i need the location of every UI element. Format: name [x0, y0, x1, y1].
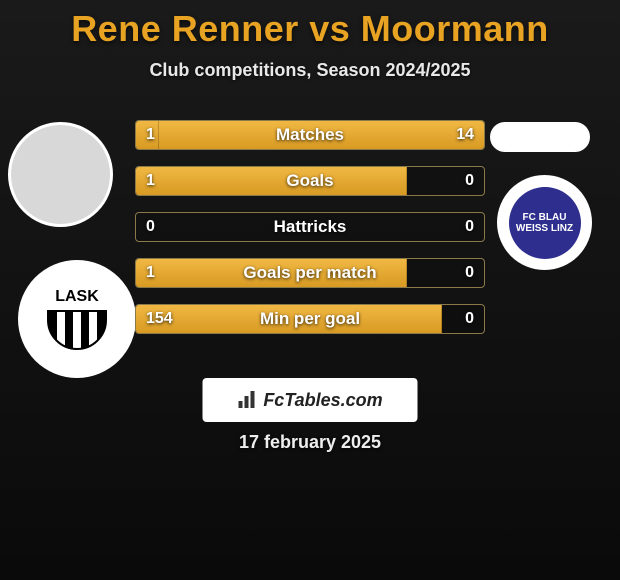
- club-right-label: FC BLAU WEISS LINZ: [509, 212, 581, 234]
- club-left-label: LASK: [55, 288, 99, 306]
- player-left-avatar: [8, 122, 113, 227]
- date-text: 17 february 2025: [0, 432, 620, 453]
- page-title: Rene Renner vs Moormann: [0, 0, 620, 50]
- subtitle: Club competitions, Season 2024/2025: [0, 60, 620, 81]
- player-right-avatar: [490, 122, 590, 152]
- stat-bar-left: [136, 259, 407, 287]
- brand-text: FcTables.com: [263, 390, 382, 411]
- stat-row: Goals per match10: [135, 258, 485, 288]
- club-badge-left: LASK: [18, 260, 136, 378]
- stats-container: Matches114 Goals10 Hattricks00 Goals per ma…: [135, 120, 485, 350]
- stat-bar-gap: [407, 259, 484, 287]
- club-badge-right: FC BLAU WEISS LINZ: [497, 175, 592, 270]
- stat-bar-left: [136, 167, 407, 195]
- lask-stripes-icon: [47, 310, 107, 350]
- bar-chart-icon: [237, 391, 257, 409]
- stat-row: Min per goal1540: [135, 304, 485, 334]
- brand-badge: FcTables.com: [203, 378, 418, 422]
- stat-bar-gap: [407, 167, 484, 195]
- stat-row: Hattricks00: [135, 212, 485, 242]
- stat-row: Matches114: [135, 120, 485, 150]
- stat-bar-left: [136, 305, 442, 333]
- stat-bar-left: [136, 121, 159, 149]
- stat-bar-gap: [442, 305, 484, 333]
- stat-bar-gap: [137, 213, 484, 241]
- stat-bar-right: [159, 121, 484, 149]
- stat-row: Goals10: [135, 166, 485, 196]
